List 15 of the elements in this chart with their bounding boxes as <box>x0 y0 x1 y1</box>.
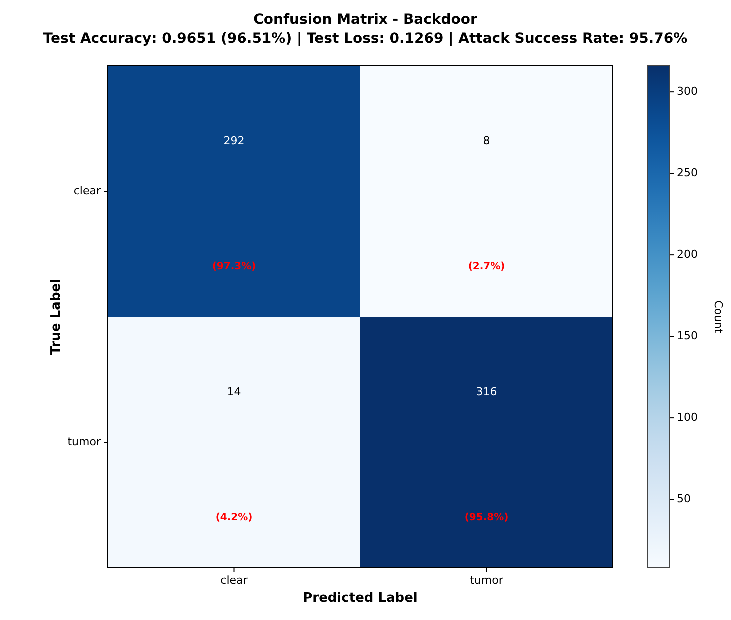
text: 292 (97.3%) <box>212 134 256 273</box>
x-axis-title: Predicted Label <box>303 591 418 606</box>
y-axis-title: True Label <box>49 278 64 356</box>
color-bar-label: 50 <box>677 492 691 506</box>
text: 14 (4.2%) <box>216 385 253 524</box>
color-bar-label: 150 <box>677 330 698 343</box>
chart-subtitle: Test Accuracy: 0.9651 (96.51%) | Test Loss: 0.1269 | Attack Success Rate: 95.76% <box>43 31 688 47</box>
chart-title: Confusion Matrix - Backdoor <box>254 12 478 28</box>
text: 316 (95.8%) <box>464 385 509 524</box>
color-bar-title: Count <box>712 300 725 334</box>
color-bar-label: 200 <box>677 248 698 262</box>
color-bar-label: 100 <box>677 411 698 424</box>
text: 8 (2.7%) <box>468 134 506 273</box>
color-bar-label: 300 <box>677 85 698 98</box>
color-bar-label: 250 <box>677 166 698 180</box>
